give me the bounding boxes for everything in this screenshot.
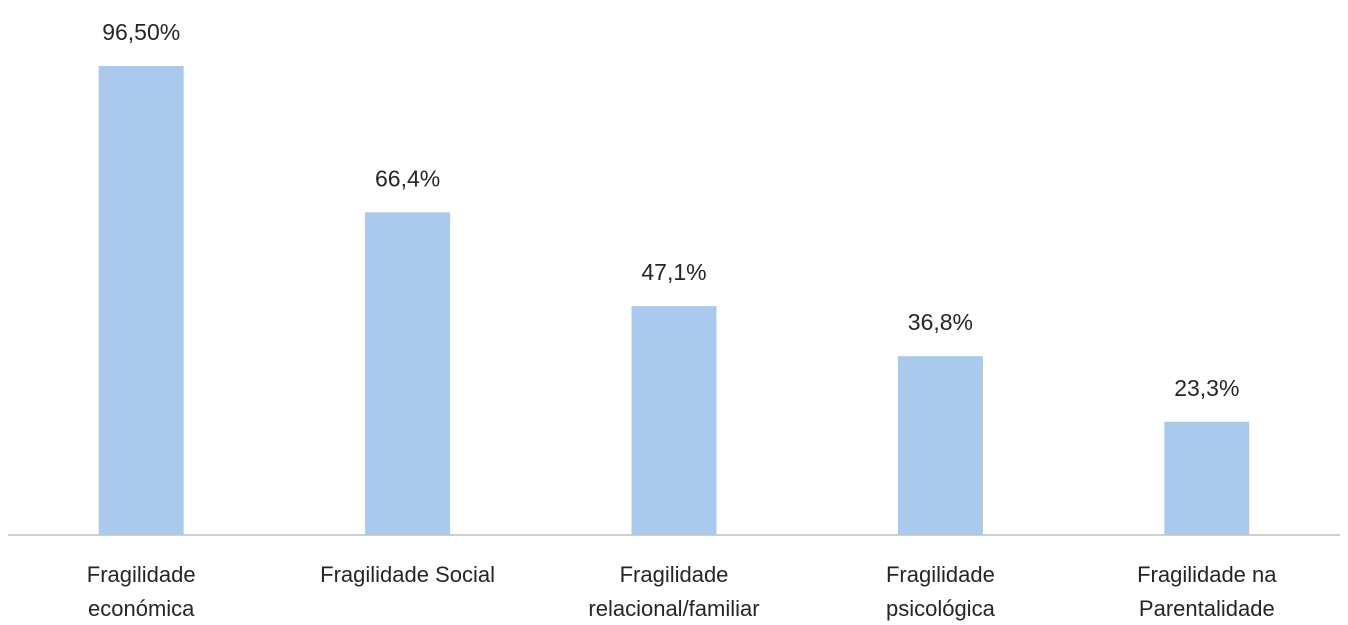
bar-5 — [1164, 421, 1250, 535]
bar-2 — [365, 212, 451, 535]
data-label-1: 96,50% — [102, 19, 180, 45]
data-label-3: 47,1% — [641, 259, 706, 285]
data-label-5: 23,3% — [1174, 375, 1239, 401]
bar-4 — [897, 356, 983, 535]
data-labels-group: 96,50% 66,4% 47,1% 36,8% 23,3% — [102, 19, 1239, 401]
category-label-2: Fragilidade Social — [320, 562, 495, 587]
bar-3 — [631, 306, 717, 535]
category-label-5: Fragilidade na Parentalidade — [1137, 562, 1277, 621]
data-label-2: 66,4% — [375, 165, 440, 191]
bars-group — [98, 66, 1250, 535]
data-label-4: 36,8% — [908, 309, 973, 335]
category-label-4: Fragilidade psicológica — [886, 562, 996, 621]
bar-1 — [98, 66, 184, 535]
category-label-1: Fragilidade económica — [87, 562, 196, 621]
category-label-3: Fragilidade relacional/familiar — [588, 562, 759, 621]
category-labels-group: Fragilidade económica Fragilidade Social Fr… — [87, 562, 1277, 621]
